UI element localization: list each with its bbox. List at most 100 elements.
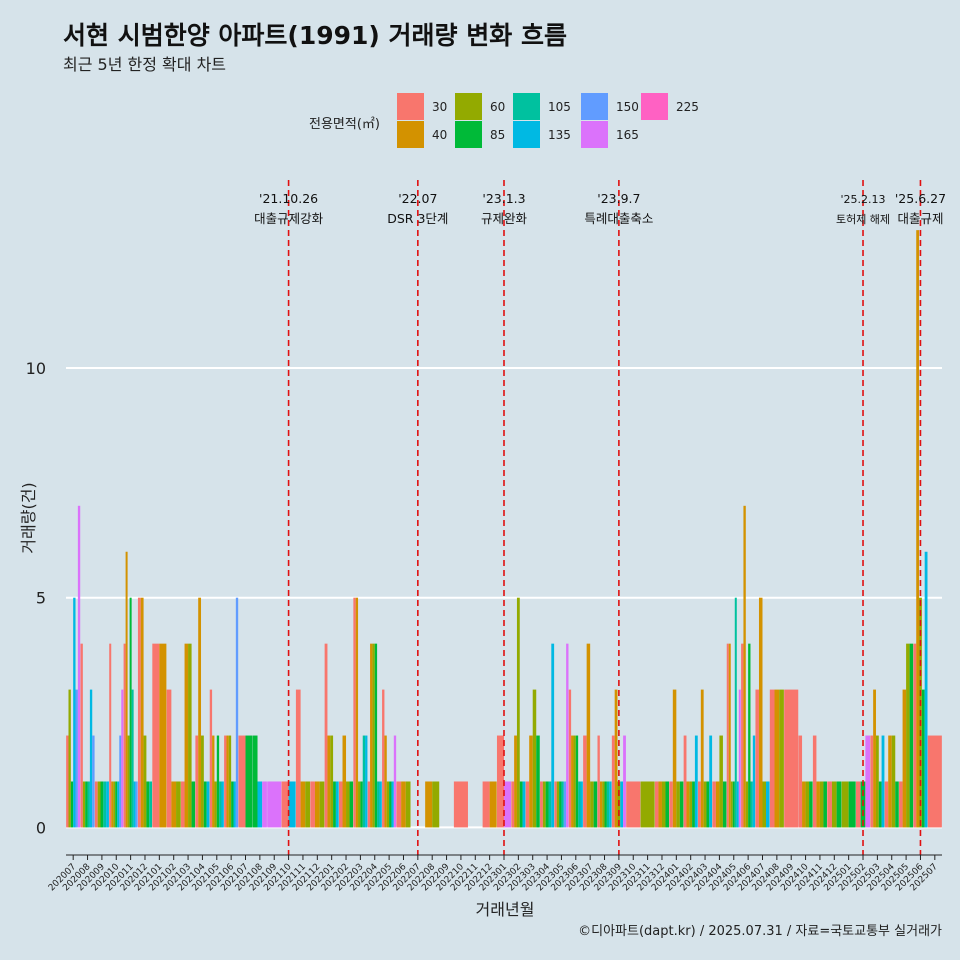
bar-202309-30 [611, 735, 615, 828]
bar-202502-165 [865, 735, 871, 828]
bar-202506-85 [921, 689, 925, 828]
bar-202503-135 [881, 735, 885, 828]
bar-202009-30 [94, 781, 98, 828]
bar-202403-30 [698, 781, 701, 828]
bar-202010-85 [115, 781, 118, 828]
y-axis: 0 5 10 [26, 359, 46, 837]
caption: ©디아파트(dapt.kr) / 2025.07.31 / 자료=국토교통부 실… [578, 924, 942, 939]
bar-202008-150 [92, 735, 95, 828]
bar-202011-85 [129, 597, 132, 828]
chart-title: 서현 시범한양 아파트(1991) 거래량 변화 흐름 [63, 21, 567, 50]
bar-202103-40 [184, 643, 189, 828]
bar-202308-135 [609, 781, 612, 828]
bar-202103-60 [188, 643, 192, 828]
bar-202011-135 [133, 781, 136, 828]
bar-202505-60 [906, 643, 910, 828]
bar-202007-60 [68, 689, 71, 828]
bar-202203-40 [355, 597, 359, 828]
bar-202210-30 [453, 781, 468, 828]
bar-202112-40 [314, 781, 320, 828]
bar-202412-60 [831, 781, 837, 828]
bar-202011-150 [135, 781, 138, 828]
bar-202009-105 [103, 781, 107, 828]
bar-202307-30 [583, 735, 587, 828]
event-label: 규제완화 [481, 211, 528, 226]
bar-202505-40 [902, 689, 907, 828]
bar-202504-30 [884, 781, 889, 828]
legend-label-225: 225 [676, 100, 699, 114]
bar-202201-30 [324, 643, 328, 828]
legend-key-40 [397, 121, 424, 148]
bar-202301-165 [504, 781, 512, 828]
bar-202305-85 [559, 781, 562, 828]
bar-202007-150 [75, 689, 78, 828]
bar-202307-60 [590, 781, 594, 828]
bar-202212-40 [489, 781, 497, 828]
bar-202102-60 [176, 781, 181, 828]
bar-202306-85 [575, 735, 579, 828]
bar-202011-30 [123, 643, 126, 828]
bar-202112-30 [310, 781, 315, 828]
bar-202307-85 [593, 781, 598, 828]
legend-title: 전용면적(㎡) [309, 117, 380, 132]
bar-202208-60 [432, 781, 440, 828]
bar-202201-60 [330, 735, 334, 828]
bar-202010-135 [117, 781, 120, 828]
bar-202308-40 [599, 781, 603, 828]
bar-202111-30 [295, 689, 301, 828]
bar-202111-60 [305, 781, 310, 828]
bar-202007-165 [77, 505, 81, 828]
bar-202204-105 [377, 781, 380, 828]
bar-202306-40 [571, 735, 574, 828]
bar-202008-30 [80, 643, 83, 828]
bar-202309-165 [623, 735, 626, 828]
bar-202009-135 [106, 781, 109, 828]
bar-202304-30 [540, 781, 543, 828]
bar-202306-60 [573, 735, 576, 828]
bar-202408-40 [774, 689, 780, 828]
legend-key-150 [581, 93, 608, 120]
bar-202401-30 [669, 781, 673, 828]
bar-202501-60 [841, 781, 849, 828]
bar-202402-40 [686, 781, 690, 828]
x-axis: 2020072020082020092020102020112020122021… [47, 854, 942, 893]
bars [66, 230, 942, 828]
bar-202105-105 [219, 781, 222, 828]
bar-202008-85 [85, 781, 88, 828]
bar-202305-30 [554, 781, 557, 828]
bar-202309-135 [620, 781, 624, 828]
bar-202102-30 [166, 689, 172, 828]
bar-202403-60 [703, 781, 707, 828]
event-label: 대출규제강화 [254, 211, 324, 226]
bar-202308-85 [604, 781, 607, 828]
bar-202202-85 [349, 781, 354, 828]
bar-202110-135 [288, 781, 296, 828]
bar-202007-30 [66, 735, 69, 828]
y-axis-title: 거래량(건) [19, 482, 38, 553]
bar-202203-30 [353, 597, 356, 828]
bar-202401-40 [672, 689, 677, 828]
legend: 전용면적(㎡) 30 40 60 85 105 135 150 165 225 [309, 93, 699, 148]
bar-202201-85 [333, 781, 336, 828]
legend-label-85: 85 [490, 128, 505, 142]
bar-202106-150 [235, 597, 239, 828]
bar-202307-40 [586, 643, 591, 828]
bar-202205-85 [389, 781, 392, 828]
bar-202412-85 [836, 781, 842, 828]
bar-202311-60 [640, 781, 655, 828]
bar-202008-135 [89, 689, 93, 828]
bar-202301-30 [496, 735, 504, 828]
legend-key-165 [581, 121, 608, 148]
bar-202507-30 [927, 735, 942, 828]
bar-202110-30 [281, 781, 289, 828]
bar-202010-165 [121, 689, 124, 828]
bar-202304-105 [548, 781, 552, 828]
legend-label-150: 150 [616, 100, 639, 114]
bar-202011-60 [127, 735, 130, 828]
event-date: '25.2.13 [841, 193, 886, 206]
bar-202204-30 [367, 781, 371, 828]
bar-202106-30 [224, 735, 227, 828]
legend-label-135: 135 [548, 128, 571, 142]
bar-202107-85 [245, 735, 253, 828]
bar-202204-135 [379, 781, 382, 828]
